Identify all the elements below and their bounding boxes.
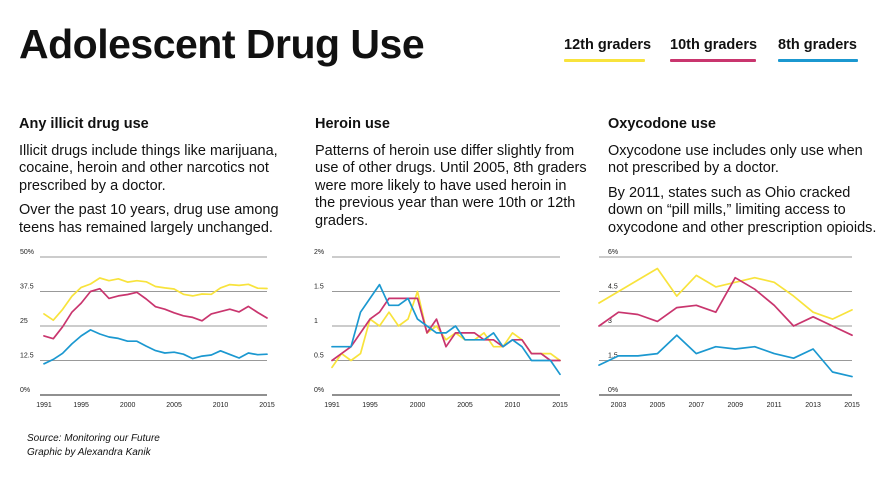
x-tick-label: 2005 — [457, 402, 473, 409]
x-tick-label: 2007 — [689, 402, 705, 409]
panel-paragraph: By 2011, states such as Ohio cracked dow… — [608, 184, 877, 236]
y-tick-label: 1 — [314, 318, 318, 325]
x-tick-label: 1991 — [36, 402, 52, 409]
legend-label: 12th graders — [564, 37, 652, 53]
x-tick-label: 1995 — [73, 402, 89, 409]
x-tick-label: 1991 — [324, 402, 340, 409]
y-tick-label: 25 — [20, 318, 28, 325]
panel-illicit-drug-use: Any illicit drug use Illicit drugs inclu… — [19, 116, 304, 244]
series-line-8th-graders — [43, 329, 268, 365]
panel-title: Oxycodone use — [608, 116, 716, 132]
y-tick-label: 0% — [20, 387, 30, 394]
series-line-10th-graders — [43, 287, 268, 340]
y-tick-label: 1.5 — [314, 284, 324, 291]
x-tick-label: 2015 — [844, 402, 860, 409]
x-tick-label: 2013 — [805, 402, 821, 409]
legend-swatch — [778, 59, 858, 62]
legend-swatch — [670, 59, 756, 62]
series-line-8th-graders — [598, 334, 853, 378]
y-tick-label: 37.5 — [20, 284, 34, 291]
y-tick-label: 0% — [608, 387, 618, 394]
panel-heroin-use: Heroin use Patterns of heroin use differ… — [315, 116, 590, 237]
x-tick-label: 1995 — [362, 402, 378, 409]
y-tick-label: 1.5 — [608, 353, 618, 360]
series-line-10th-graders — [331, 297, 561, 362]
panel-paragraph: Oxycodone use includes only use when not… — [608, 143, 863, 177]
x-tick-label: 2005 — [166, 402, 182, 409]
credit-note: Graphic by Alexandra Kanik — [27, 447, 151, 458]
source-note: Source: Monitoring our Future — [27, 433, 160, 444]
x-tick-label: 2000 — [120, 402, 136, 409]
panel-paragraph: Patterns of heroin use differ slightly f… — [315, 143, 587, 229]
y-tick-label: 12.5 — [20, 353, 34, 360]
x-tick-label: 2000 — [410, 402, 426, 409]
legend-label: 10th graders — [670, 37, 758, 53]
x-tick-label: 2010 — [213, 402, 229, 409]
panel-paragraph: Over the past 10 years, drug use among t… — [19, 202, 279, 236]
x-tick-label: 2015 — [552, 402, 568, 409]
x-tick-label: 2003 — [611, 402, 627, 409]
panel-title: Any illicit drug use — [19, 116, 149, 132]
x-tick-label: 2005 — [650, 402, 666, 409]
x-tick-label: 2010 — [505, 402, 521, 409]
x-tick-label: 2009 — [727, 402, 743, 409]
x-tick-label: 2015 — [259, 402, 275, 409]
y-tick-label: 0% — [314, 387, 324, 394]
series-line-12th-graders — [598, 267, 853, 320]
legend-label: 8th graders — [778, 37, 857, 53]
x-tick-label: 2011 — [767, 402, 782, 409]
legend-8th-graders: 8th graders — [778, 37, 858, 62]
legend-10th-graders: 10th graders — [670, 37, 757, 62]
panel-oxycodone-use: Oxycodone use Oxycodone use includes onl… — [608, 116, 880, 244]
y-tick-label: 3 — [608, 318, 612, 325]
series-line-10th-graders — [598, 276, 853, 337]
panel-paragraph: Illicit drugs include things like mariju… — [19, 143, 278, 194]
y-tick-label: 2% — [314, 249, 324, 256]
legend-12th-graders: 12th graders — [564, 37, 651, 62]
legend-swatch — [564, 59, 645, 62]
page-title: Adolescent Drug Use — [19, 21, 425, 67]
footer: Source: Monitoring our Future Graphic by… — [27, 432, 160, 460]
panel-title: Heroin use — [315, 116, 390, 132]
y-tick-label: 6% — [608, 249, 618, 256]
y-tick-label: 50% — [20, 249, 34, 256]
y-tick-label: 4.5 — [608, 284, 618, 291]
series-line-12th-graders — [43, 277, 268, 322]
series-line-8th-graders — [331, 283, 561, 376]
y-tick-label: 0.5 — [314, 353, 324, 360]
